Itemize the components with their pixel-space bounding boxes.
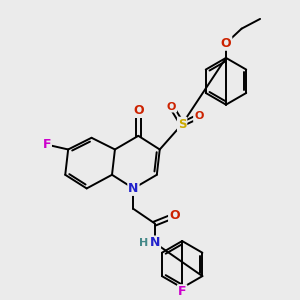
Text: H: H	[139, 238, 148, 248]
Text: O: O	[169, 209, 180, 222]
Text: N: N	[128, 182, 139, 195]
Text: F: F	[43, 138, 51, 151]
Text: F: F	[178, 285, 186, 298]
Text: O: O	[167, 102, 176, 112]
Text: O: O	[221, 37, 231, 50]
Text: O: O	[194, 111, 203, 121]
Text: O: O	[133, 104, 144, 117]
Text: S: S	[178, 118, 186, 130]
Text: N: N	[150, 236, 160, 250]
